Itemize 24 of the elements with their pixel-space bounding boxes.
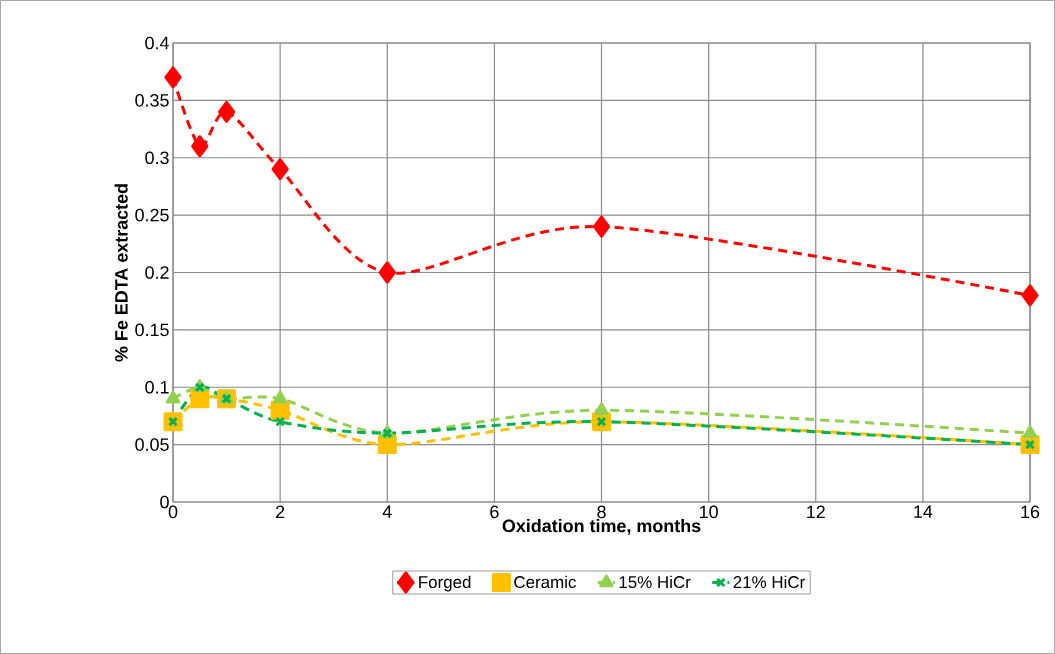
x-tick-label: 8 (597, 505, 606, 519)
legend-label: 21% HiCr (733, 575, 805, 589)
x-tick-label: 6 (490, 505, 499, 519)
y-tick-label: 0.25 (135, 208, 169, 222)
y-tick-label: 0.05 (135, 438, 169, 451)
x-tick-label: 16 (1021, 505, 1040, 519)
legend-label: Forged (419, 575, 471, 592)
x-tick-label: 0 (168, 505, 178, 519)
x-tick-label: 12 (807, 505, 825, 519)
x-tick-label: 10 (700, 505, 718, 519)
y-tick-label: 0.15 (135, 323, 169, 337)
x-tick-label: 14 (914, 505, 933, 518)
y-tick-label: 0.1 (145, 380, 169, 394)
x-axis-title: Oxidation time, months (502, 519, 701, 535)
legend-label: Ceramic (514, 575, 576, 589)
x-tick-label: 2 (276, 505, 285, 519)
y-tick-label: 0 (160, 495, 169, 509)
y-tick-label: 0.35 (135, 94, 169, 107)
x-tick-label: 4 (382, 505, 392, 518)
y-tick-label: 0.4 (145, 36, 169, 50)
y-tick-label: 0.3 (145, 151, 169, 165)
y-tick-label: 0.2 (145, 266, 169, 279)
y-axis-title: % Fe EDTA extracted (114, 184, 128, 362)
legend-label: 15% HiCr (619, 575, 691, 589)
